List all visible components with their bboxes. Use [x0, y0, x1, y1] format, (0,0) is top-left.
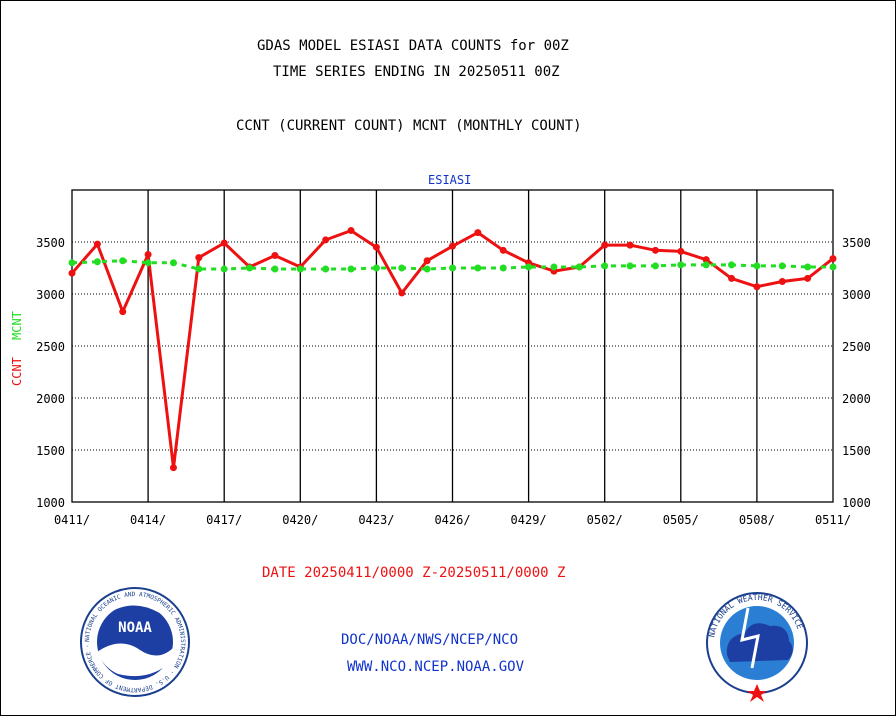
- data-point-ccnt: [169, 464, 177, 472]
- x-tick-label: 0502/: [587, 513, 623, 527]
- y-tick-label-right: 1000: [842, 496, 871, 510]
- data-point-ccnt: [220, 239, 228, 247]
- data-point-ccnt: [626, 241, 634, 249]
- x-tick-label: 0411/: [54, 513, 90, 527]
- org-label[interactable]: DOC/NOAA/NWS/NCEP/NCO: [341, 632, 519, 648]
- date-range-label: DATE 20250411/0000 Z-20250511/0000 Z: [262, 565, 566, 581]
- data-point-ccnt: [119, 308, 127, 316]
- y-tick-label-left: 1500: [36, 444, 65, 458]
- data-point-mcnt: [144, 259, 152, 267]
- y-tick-label-left: 3500: [36, 236, 65, 250]
- data-point-mcnt: [525, 263, 533, 271]
- data-point-ccnt: [449, 242, 456, 250]
- data-point-mcnt: [575, 263, 583, 271]
- data-point-mcnt: [423, 265, 431, 273]
- data-point-mcnt: [550, 263, 558, 271]
- data-point-ccnt: [322, 236, 330, 244]
- data-point-mcnt: [246, 264, 254, 272]
- x-tick-label: 0426/: [434, 513, 470, 527]
- data-point-ccnt: [423, 257, 431, 265]
- data-point-mcnt: [322, 265, 330, 273]
- data-point-ccnt: [804, 274, 812, 282]
- data-point-mcnt: [626, 262, 634, 270]
- x-tick-label: 0508/: [739, 513, 775, 527]
- data-point-ccnt: [728, 274, 736, 282]
- data-point-mcnt: [499, 264, 507, 272]
- data-point-ccnt: [601, 241, 609, 249]
- nws-logo: NATIONAL WEATHER SERVICE: [706, 592, 808, 702]
- data-point-ccnt: [651, 246, 659, 254]
- data-point-ccnt: [499, 246, 507, 254]
- chart-subtitle: CCNT (CURRENT COUNT) MCNT (MONTHLY COUNT…: [236, 118, 582, 134]
- data-point-ccnt: [753, 283, 761, 291]
- y-axis-label-ccnt: CCNT: [10, 357, 24, 386]
- data-point-mcnt: [169, 259, 177, 267]
- data-point-mcnt: [651, 262, 659, 270]
- x-tick-label: 0505/: [663, 513, 699, 527]
- data-point-mcnt: [296, 265, 304, 273]
- data-point-mcnt: [601, 262, 609, 270]
- data-point-ccnt: [347, 227, 355, 235]
- series-layer: [68, 227, 837, 472]
- data-point-mcnt: [347, 265, 355, 273]
- x-tick-label: 0417/: [206, 513, 242, 527]
- data-point-mcnt: [449, 264, 456, 272]
- website-link[interactable]: WWW.NCO.NCEP.NOAA.GOV: [347, 659, 525, 675]
- data-point-mcnt: [804, 263, 812, 271]
- data-point-ccnt: [829, 255, 837, 263]
- y-tick-label-left: 2000: [36, 392, 65, 406]
- data-point-mcnt: [68, 259, 76, 267]
- data-point-mcnt: [271, 265, 279, 273]
- y-tick-label-right: 2000: [842, 392, 871, 406]
- data-point-mcnt: [195, 265, 203, 273]
- data-point-ccnt: [677, 247, 685, 255]
- data-point-mcnt: [728, 261, 736, 269]
- plot-area-border: [71, 189, 834, 503]
- data-point-ccnt: [778, 278, 786, 286]
- y-tick-label-right: 3000: [842, 288, 871, 302]
- x-tick-label: 0414/: [130, 513, 166, 527]
- data-point-ccnt: [474, 229, 482, 237]
- y-tick-label-right: 2500: [842, 340, 871, 354]
- noaa-logo: NOAA NATIONAL OCEANIC AND ATMOSPHERIC AD…: [80, 587, 190, 697]
- noaa-logo-text: NOAA: [118, 620, 152, 636]
- y-axis-label-mcnt: MCNT: [10, 311, 24, 340]
- data-point-mcnt: [778, 262, 786, 270]
- data-point-ccnt: [398, 289, 406, 297]
- data-point-mcnt: [119, 257, 127, 265]
- y-tick-label-left: 3000: [36, 288, 65, 302]
- y-tick-label-right: 3500: [842, 236, 871, 250]
- data-point-ccnt: [144, 250, 152, 258]
- y-axis-label: CCNT MCNT: [10, 311, 24, 386]
- y-tick-label-right: 1500: [842, 444, 871, 458]
- y-tick-label-left: 1000: [36, 496, 65, 510]
- data-point-mcnt: [93, 258, 101, 266]
- data-point-mcnt: [829, 263, 837, 271]
- panel-label: ESIASI: [428, 173, 472, 187]
- chart-title-line1: GDAS MODEL ESIASI DATA COUNTS for 00Z: [257, 38, 569, 54]
- data-point-mcnt: [702, 261, 710, 269]
- x-tick-label: 0429/: [511, 513, 547, 527]
- data-point-mcnt: [474, 264, 482, 272]
- y-tick-label-left: 2500: [36, 340, 65, 354]
- data-point-mcnt: [398, 264, 406, 272]
- data-point-ccnt: [93, 240, 101, 248]
- x-tick-label: 0420/: [282, 513, 318, 527]
- grid-layer: [72, 190, 833, 502]
- data-point-ccnt: [372, 243, 380, 251]
- data-point-ccnt: [702, 256, 710, 264]
- x-tick-label: 0423/: [358, 513, 394, 527]
- tick-label-layer: 1000 1000 1500 1500 2000 2000 2500 2500 3000 3000…: [36, 236, 871, 527]
- x-tick-label: 0511/: [815, 513, 851, 527]
- chart-title-line2: TIME SERIES ENDING IN 20250511 00Z: [273, 64, 560, 80]
- data-point-mcnt: [372, 264, 380, 272]
- data-point-mcnt: [220, 265, 228, 273]
- data-point-mcnt: [677, 261, 685, 269]
- data-point-mcnt: [753, 262, 761, 270]
- data-point-ccnt: [68, 269, 76, 277]
- data-point-ccnt: [195, 254, 203, 262]
- data-point-ccnt: [271, 252, 279, 260]
